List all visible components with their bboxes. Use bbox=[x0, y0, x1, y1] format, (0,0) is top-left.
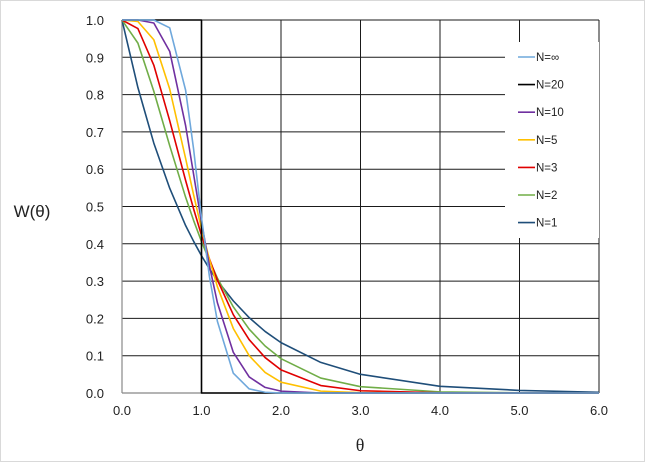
y-tick-label: 0.3 bbox=[86, 274, 104, 289]
legend-label: N=3 bbox=[536, 162, 557, 174]
x-tick-label: 6.0 bbox=[590, 403, 608, 418]
legend: N=∞ N=20 N=10 N=5 N=3 N=2 N=1 bbox=[505, 42, 599, 238]
y-tick-label: 0.6 bbox=[86, 162, 104, 177]
legend-label: N=10 bbox=[536, 107, 564, 119]
y-tick-label: 0.5 bbox=[86, 200, 104, 215]
y-tick-label: 0.4 bbox=[86, 237, 104, 252]
x-tick-label: 3.0 bbox=[351, 403, 369, 418]
series-line-N=1 bbox=[121, 19, 600, 394]
tick-labels: 0.0 0.1 0.2 0.3 0.4 0.5 0.6 0.7 0.8 0.9 1.0 0.0 1.0 2… bbox=[86, 13, 608, 418]
series-line-N=2 bbox=[121, 19, 600, 394]
y-tick-label: 0.7 bbox=[86, 125, 104, 140]
x-tick-label: 4.0 bbox=[431, 403, 449, 418]
y-tick-label: 0.2 bbox=[86, 311, 104, 326]
series-line-N=∞ bbox=[122, 19, 599, 394]
legend-label: N=2 bbox=[536, 190, 557, 202]
y-tick-label: 0.1 bbox=[86, 349, 104, 364]
x-tick-label: 0.0 bbox=[113, 403, 131, 418]
y-axis-label: W(θ) bbox=[14, 202, 51, 221]
x-tick-label: 5.0 bbox=[510, 403, 528, 418]
legend-label: N=∞ bbox=[536, 52, 559, 64]
series-line-N=3 bbox=[121, 19, 599, 394]
legend-label: N=5 bbox=[536, 135, 557, 147]
legend-label: N=1 bbox=[536, 218, 557, 230]
x-axis-label: θ bbox=[356, 435, 365, 455]
y-tick-label: 0.9 bbox=[86, 50, 104, 65]
legend-label: N=20 bbox=[536, 80, 564, 92]
y-tick-label: 0.8 bbox=[86, 88, 104, 103]
y-tick-label: 1.0 bbox=[86, 13, 104, 28]
x-tick-label: 1.0 bbox=[192, 403, 210, 418]
y-tick-label: 0.0 bbox=[86, 386, 104, 401]
x-tick-label: 2.0 bbox=[272, 403, 290, 418]
series-lines bbox=[121, 19, 600, 394]
